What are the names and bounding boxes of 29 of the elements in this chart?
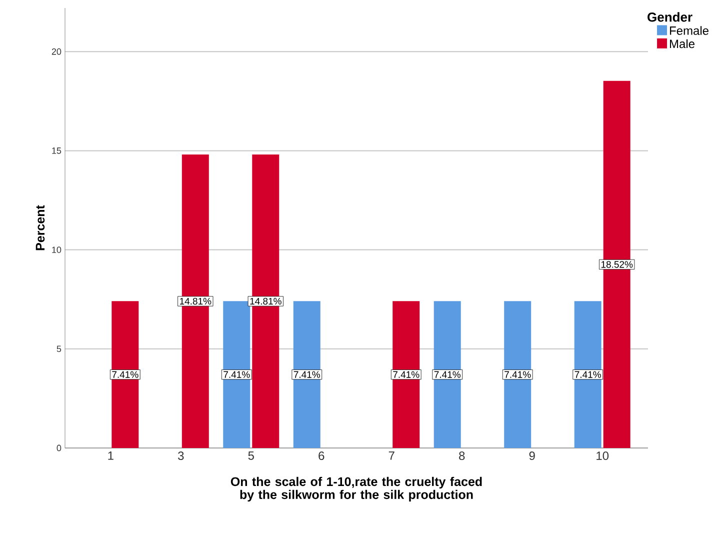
data-label: 7.41% xyxy=(112,371,138,378)
y-tick-label: 0 xyxy=(56,444,62,452)
bar xyxy=(293,301,320,448)
data-label: 7.41% xyxy=(294,371,320,378)
data-label: 14.81% xyxy=(180,298,212,305)
x-tick-label: 9 xyxy=(529,452,535,460)
y-axis-title: Percent xyxy=(36,205,45,250)
x-tick-label: 10 xyxy=(596,452,609,460)
data-label: 18.52% xyxy=(601,261,633,268)
legend-label: Female xyxy=(670,26,708,35)
y-tick-label: 20 xyxy=(52,48,62,55)
x-tick-label: 1 xyxy=(108,452,114,460)
x-tick-label: 6 xyxy=(318,452,324,460)
x-tick-label: 7 xyxy=(388,452,394,460)
y-tick-label: 10 xyxy=(52,246,62,253)
data-label: 7.41% xyxy=(504,371,531,378)
x-tick-label: 5 xyxy=(248,452,254,460)
data-label: 7.41% xyxy=(574,371,601,378)
x-tick-label: 3 xyxy=(178,452,184,460)
legend-title: Gender xyxy=(648,12,692,22)
data-label: 14.81% xyxy=(250,298,282,305)
legend-label: Male xyxy=(670,39,694,48)
data-label: 7.41% xyxy=(434,371,460,378)
data-label: 7.41% xyxy=(224,371,250,378)
x-tick-label: 8 xyxy=(459,452,465,460)
y-tick-label: 5 xyxy=(56,346,62,352)
x-axis-title: On the scale of 1-10,rate the cruelty faced by the silkworm for the silk production xyxy=(230,476,482,502)
y-tick-label: 15 xyxy=(52,148,62,154)
data-label: 7.41% xyxy=(393,371,420,378)
